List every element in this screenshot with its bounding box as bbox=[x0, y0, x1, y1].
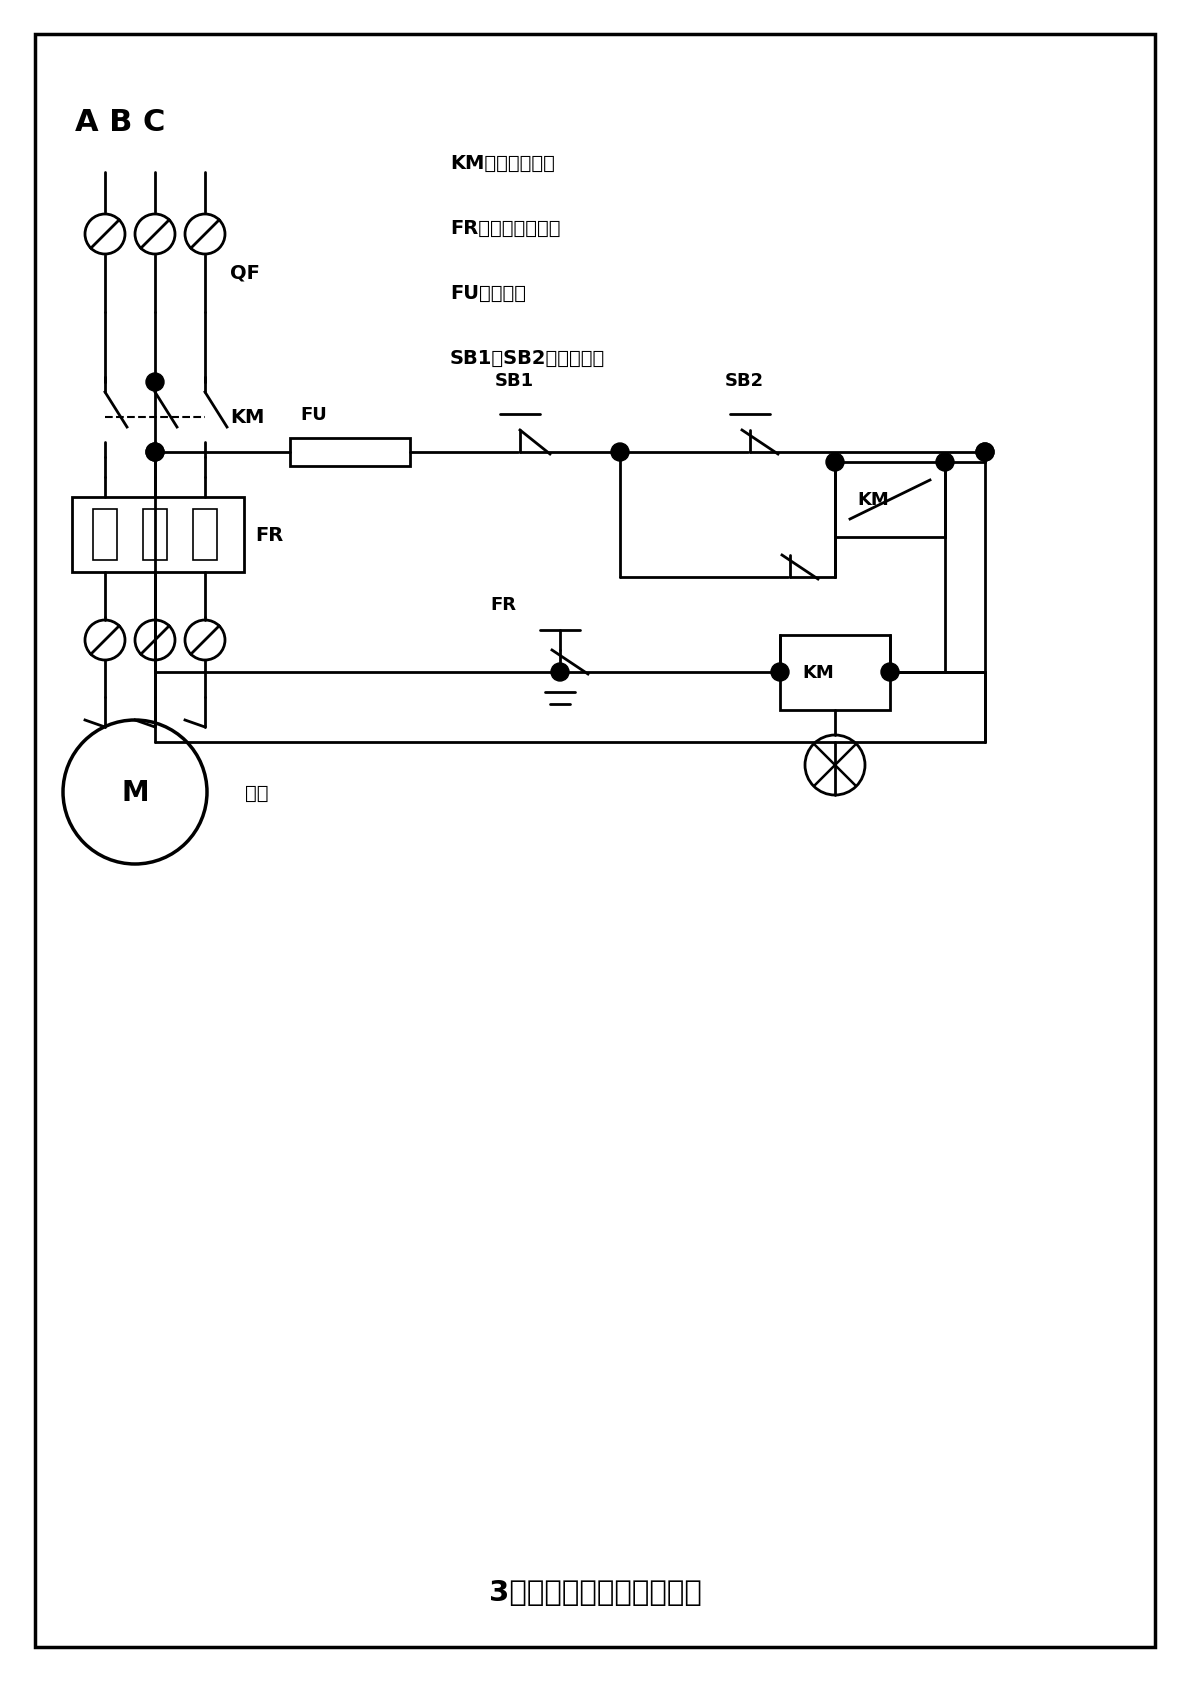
Text: FR: FR bbox=[255, 526, 283, 545]
Text: SB1: SB1 bbox=[495, 372, 534, 390]
Bar bbox=[835, 463, 945, 538]
Text: FR: FR bbox=[490, 595, 516, 614]
Bar bbox=[193, 510, 217, 560]
Text: KM: KM bbox=[802, 664, 834, 683]
Circle shape bbox=[881, 664, 898, 681]
Text: A B C: A B C bbox=[75, 108, 165, 138]
Circle shape bbox=[551, 664, 569, 681]
Text: KM: KM bbox=[230, 409, 264, 427]
Text: SB1、SB2：启停按钮: SB1、SB2：启停按钮 bbox=[450, 348, 606, 367]
Text: KM：交流接触器: KM：交流接触器 bbox=[450, 153, 555, 172]
Circle shape bbox=[976, 444, 994, 463]
Circle shape bbox=[610, 444, 630, 463]
Bar bbox=[143, 510, 167, 560]
Text: SB2: SB2 bbox=[725, 372, 764, 390]
Text: FR：热过载继电器: FR：热过载继电器 bbox=[450, 219, 560, 237]
Text: 电机: 电机 bbox=[245, 784, 269, 802]
Text: KM: KM bbox=[857, 491, 889, 510]
Bar bbox=[93, 510, 117, 560]
Text: FU：保险丝: FU：保险丝 bbox=[450, 283, 526, 303]
Text: M: M bbox=[121, 779, 149, 807]
Text: FU: FU bbox=[300, 405, 327, 424]
Bar bbox=[73, 498, 244, 572]
Circle shape bbox=[146, 444, 164, 463]
Text: 3相电机启、停控制接线图: 3相电机启、停控制接线图 bbox=[489, 1578, 701, 1606]
Circle shape bbox=[771, 664, 789, 681]
Circle shape bbox=[976, 444, 994, 463]
Text: QF: QF bbox=[230, 264, 259, 283]
Bar bbox=[290, 439, 411, 466]
Bar bbox=[779, 636, 890, 710]
Circle shape bbox=[146, 373, 164, 392]
Circle shape bbox=[937, 454, 954, 471]
Circle shape bbox=[826, 454, 844, 471]
Circle shape bbox=[146, 444, 164, 463]
